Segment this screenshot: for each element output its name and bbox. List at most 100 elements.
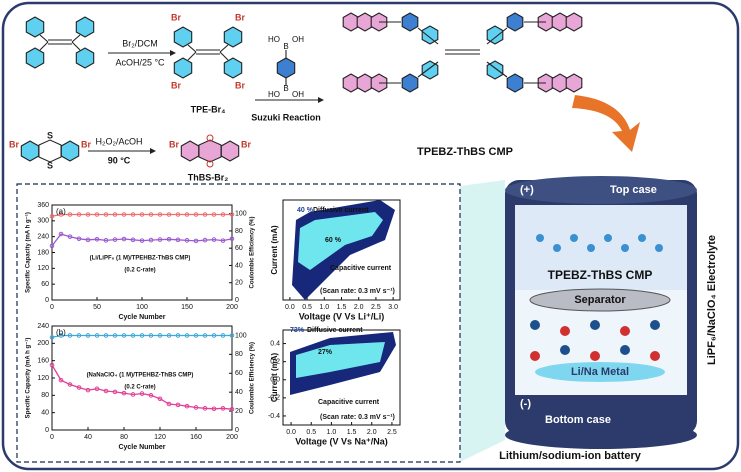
battery-caption: Lithium/sodium-ion battery (499, 450, 642, 462)
reagent: 90 °C (108, 155, 131, 165)
data-point (67, 234, 73, 239)
atom: Br (235, 12, 245, 22)
data-point (103, 212, 109, 217)
data-point (76, 212, 82, 217)
data-point (184, 403, 190, 409)
data-point (85, 237, 91, 243)
data-point (103, 333, 109, 338)
compound-label: TPEBZ-ThBS CMP (417, 146, 513, 158)
atom: OH (292, 90, 304, 99)
data-point (202, 406, 208, 411)
y2-tick-label: 80 (235, 351, 243, 358)
separator-label: Separator (574, 294, 626, 306)
panel-label: (a) (56, 207, 66, 216)
data-point (193, 405, 199, 410)
annotation: (Li/LiPF₆ (1 M)/TPEHBZ-ThBS CMP) (90, 256, 191, 262)
data-point (229, 333, 235, 338)
data-point (184, 238, 190, 243)
x-axis-label: Voltage (V Vs Na⁺/Na) (295, 436, 388, 446)
polymer-node (604, 234, 612, 242)
ring (25, 47, 45, 69)
ring (565, 73, 583, 93)
x-tick-label: 1.0 (327, 429, 337, 436)
compound-label: ThBS-Br₂ (188, 172, 229, 182)
battery-bottom (505, 421, 697, 449)
ring (356, 12, 374, 32)
data-point (211, 333, 217, 338)
atom: OH (292, 35, 304, 44)
data-point (220, 238, 226, 243)
reagent: AcOH/25 °C (115, 57, 165, 67)
arrowhead (150, 148, 156, 154)
x-tick-label: 200 (226, 434, 238, 441)
ring (565, 12, 583, 32)
data-point (175, 237, 181, 243)
y2-tick-label: 100 (235, 210, 247, 217)
annotation: (NaNaClO₄ (1 M)/TPEHBZ-ThBS CMP) (87, 373, 194, 379)
data-point (211, 212, 217, 217)
y-axis-label: Current (mA) (270, 225, 279, 275)
data-point (229, 236, 235, 242)
ion (530, 351, 540, 361)
ring (342, 12, 360, 32)
y-tick-label: 0.4 (270, 340, 280, 347)
data-point (175, 212, 181, 217)
compound-label: TPE-Br₄ (191, 104, 226, 114)
case-label: Top case (610, 184, 657, 196)
separator-disc (529, 288, 671, 312)
chart: 0 40 80 120 160 20004080120160200240020406080… (25, 323, 256, 451)
x-tick-label: 1.0 (319, 304, 329, 311)
y-tick-label: 360 (37, 202, 49, 209)
y2-tick-label: 60 (235, 370, 243, 377)
ring (551, 73, 569, 93)
y-tick-label: -0.2 (268, 395, 280, 402)
data-point (139, 238, 145, 243)
arrowhead (170, 50, 176, 56)
data-point (49, 213, 55, 219)
data-point (193, 212, 199, 217)
plot-area (51, 204, 233, 301)
y-axis-label: Specific Capacity (mA h g⁻¹) (25, 212, 32, 293)
ion (590, 320, 600, 330)
data-point (130, 237, 136, 243)
y2-tick-label: 20 (235, 408, 243, 415)
reagent: H₂O₂/AcOH (96, 136, 143, 146)
atom: S (47, 160, 53, 170)
polymer-node (536, 234, 544, 242)
plot-area (51, 325, 233, 431)
x-tick-label: 40 (84, 434, 92, 441)
ring (506, 12, 524, 32)
atom: B (283, 84, 288, 93)
ion (530, 320, 540, 330)
electrode-label: TPEBZ-ThBS CMP (548, 268, 653, 282)
atom: Br (235, 80, 245, 90)
arrow (572, 95, 640, 152)
y-tick-label: 240 (37, 234, 49, 241)
data-point (148, 237, 154, 243)
ring (173, 26, 193, 48)
series-line (51, 233, 233, 247)
terminal: (-) (520, 398, 531, 410)
data-point (130, 333, 136, 338)
data-point (67, 382, 73, 387)
data-point (94, 386, 100, 392)
ring (20, 140, 40, 162)
data-point (157, 333, 163, 338)
atom: HO (268, 90, 280, 99)
y-axis-label: Current (mA) (270, 353, 279, 403)
bond (486, 27, 508, 45)
y-tick-label: 0.2 (270, 359, 280, 366)
ring (25, 16, 45, 38)
data-point (103, 388, 109, 394)
data-point (67, 333, 73, 338)
case-label: Bottom case (545, 414, 611, 426)
polymer-node (655, 244, 663, 252)
annotation: 27% (318, 349, 333, 356)
data-point (67, 212, 73, 217)
ring (486, 25, 504, 45)
polymer-node (621, 244, 629, 252)
data-point (220, 406, 226, 411)
ion (560, 326, 570, 336)
